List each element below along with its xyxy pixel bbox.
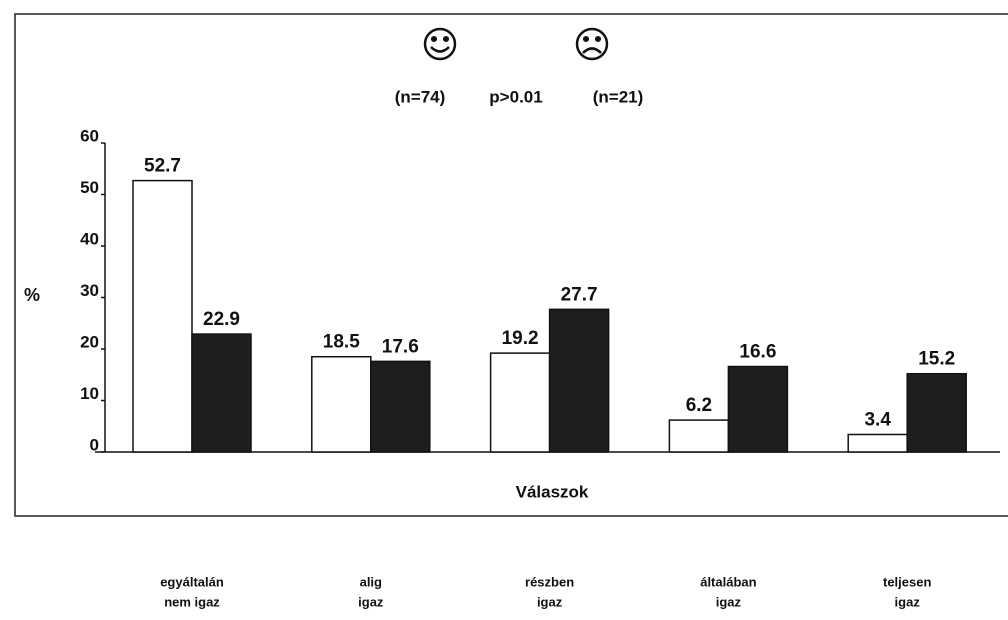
x-tick-label: igaz [358,594,384,609]
value-label: 15.2 [918,349,955,370]
value-label: 18.5 [323,332,360,353]
x-tick-label: igaz [895,594,921,609]
bar [489,352,551,453]
value-label: 19.2 [502,328,539,349]
legend-label: (n=74) [395,87,446,106]
y-tick-label: 0 [90,435,99,454]
chart-frame [14,13,1008,517]
x-tick-label: igaz [716,594,742,609]
value-label: 22.9 [203,309,240,330]
annotation: p>0.01 [489,87,542,106]
bar [311,355,372,453]
y-tick-label: 60 [80,126,99,145]
bar [132,179,193,453]
bar [191,333,252,453]
y-tick-label: 40 [80,229,99,248]
x-tick-label: nem igaz [164,594,220,609]
bar [847,433,908,453]
y-tick-label: 50 [80,178,99,197]
smiley-happy [423,27,457,61]
x-axis-label: Válaszok [516,482,589,501]
value-label: 52.7 [144,156,181,177]
bar [906,372,967,453]
value-label: 6.2 [686,395,712,416]
y-tick-label: 10 [80,384,99,403]
bar [727,365,789,453]
bar [668,419,730,453]
y-tick-label: 30 [80,281,99,300]
y-axis-label: % [24,285,40,305]
value-label: 17.6 [382,336,419,357]
x-tick-label: igaz [537,594,563,609]
legend-label: (n=21) [593,87,644,106]
smiley-sad [575,27,609,61]
x-tick-label: egyáltalán [160,574,224,589]
value-label: 16.6 [739,342,776,363]
x-tick-label: alig [360,574,382,589]
value-label: 27.7 [561,284,598,305]
bar [548,308,610,453]
value-label: 3.4 [864,410,891,431]
y-tick-label: 20 [80,332,99,351]
x-tick-label: teljesen [883,574,931,589]
bar [370,360,431,453]
x-tick-label: részben [525,574,574,589]
x-tick-label: általában [700,574,756,589]
